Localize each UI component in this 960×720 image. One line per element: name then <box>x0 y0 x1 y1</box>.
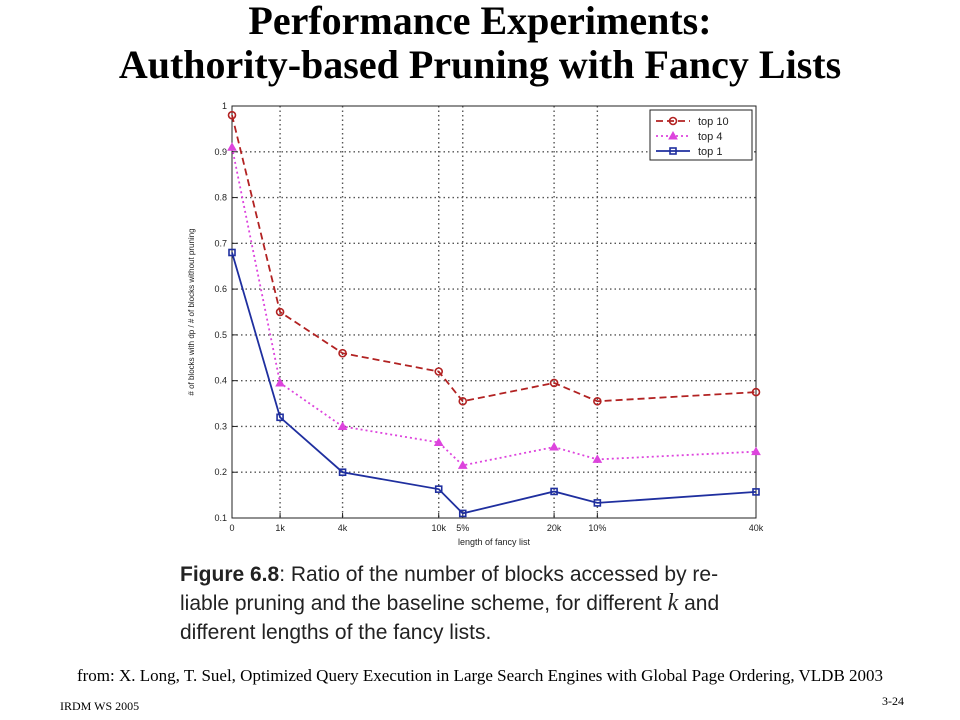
data-point-top-10 <box>434 367 444 376</box>
footer-page-number: 3-24 <box>882 694 904 708</box>
data-point-top-10 <box>549 378 559 388</box>
data-point-top-4 <box>592 454 603 463</box>
footer-course-label: IRDM WS 2005 <box>60 699 140 713</box>
y-tick-label: 0.2 <box>214 467 227 477</box>
data-point-top-10 <box>458 396 468 406</box>
y-tick-label: 0.3 <box>214 421 227 431</box>
y-axis-label: # of blocks with dp / # of blocks withou… <box>187 228 196 395</box>
figure-caption-text-2a: liable pruning and the baseline scheme, … <box>180 592 668 615</box>
figure-caption-text-1: : Ratio of the number of blocks accessed… <box>279 563 719 586</box>
slide-title-line2: Authority-based Pruning with Fancy Lists <box>118 42 842 87</box>
data-point-top-4 <box>433 437 444 446</box>
legend-marker-top-1 <box>669 147 677 155</box>
x-tick-label: 10% <box>588 523 606 533</box>
y-tick-label: 0.6 <box>214 284 227 294</box>
data-point-top-1 <box>276 413 284 422</box>
x-tick-label: 0 <box>229 523 234 533</box>
series-line-top-10 <box>231 114 757 403</box>
y-tick-label: 0.9 <box>214 147 227 157</box>
data-point-top-4 <box>751 446 761 456</box>
data-point-top-10 <box>751 387 761 397</box>
data-point-top-10 <box>227 110 237 120</box>
data-point-top-4 <box>275 377 285 387</box>
legend-label-top-1: top 1 <box>698 146 722 158</box>
figure-caption-k: k <box>667 590 679 616</box>
slide-title-line1: Performance Experiments: <box>248 0 712 43</box>
data-point-top-1 <box>593 499 602 507</box>
figure-caption-line2: liable pruning and the baseline scheme, … <box>180 589 790 618</box>
data-point-top-4 <box>337 421 348 430</box>
plot-area <box>232 106 756 518</box>
y-tick-label: 0.1 <box>214 513 227 523</box>
data-point-top-1 <box>434 485 443 493</box>
figure-caption-text-2b: and <box>678 592 720 615</box>
data-point-top-4 <box>457 460 468 469</box>
data-point-top-4 <box>227 142 237 151</box>
data-point-top-1 <box>338 468 347 477</box>
data-point-top-1 <box>752 488 760 496</box>
figure-caption-line1: Figure 6.8: Ratio of the number of block… <box>180 560 790 589</box>
figure-caption-line3: different lengths of the fancy lists. <box>180 621 492 644</box>
figure-caption-label: Figure 6.8 <box>180 563 280 586</box>
data-point-top-10 <box>338 348 347 358</box>
plot-frame <box>231 105 757 519</box>
y-tick-label: 0.4 <box>214 376 227 386</box>
x-tick-label: 5% <box>456 523 469 533</box>
x-tick-label: 1k <box>275 523 285 533</box>
data-point-top-1 <box>458 509 467 518</box>
y-tick-label: 1 <box>222 101 227 111</box>
legend-label-top-4: top 4 <box>698 131 722 143</box>
series-line-top-1 <box>231 252 757 515</box>
data-point-top-1 <box>228 248 236 257</box>
x-tick-label: 40k <box>749 523 764 533</box>
line-chart: 0.1 0.2 0.3 0.4 0.5 0.6 0.7 0.8 0.9 1 0 1k 4k 10k 5% 20… <box>187 101 764 547</box>
legend-marker-top-10 <box>668 116 678 126</box>
x-axis-label: length of fancy list <box>458 537 531 547</box>
x-tick-label: 4k <box>338 523 348 533</box>
legend-label-top-10: top 10 <box>698 116 729 128</box>
data-point-top-10 <box>275 307 285 317</box>
y-tick-label: 0.7 <box>214 238 227 248</box>
legend-marker-top-4 <box>668 130 678 140</box>
data-point-top-10 <box>593 396 602 406</box>
x-tick-label: 10k <box>431 523 446 533</box>
y-tick-label: 0.5 <box>214 330 227 340</box>
series-line-top-4 <box>231 147 757 467</box>
x-tick-label: 20k <box>547 523 562 533</box>
y-tick-label: 0.8 <box>214 193 227 203</box>
data-point-top-1 <box>550 487 558 496</box>
source-citation: from: X. Long, T. Suel, Optimized Query … <box>76 666 884 685</box>
data-point-top-4 <box>549 442 559 451</box>
